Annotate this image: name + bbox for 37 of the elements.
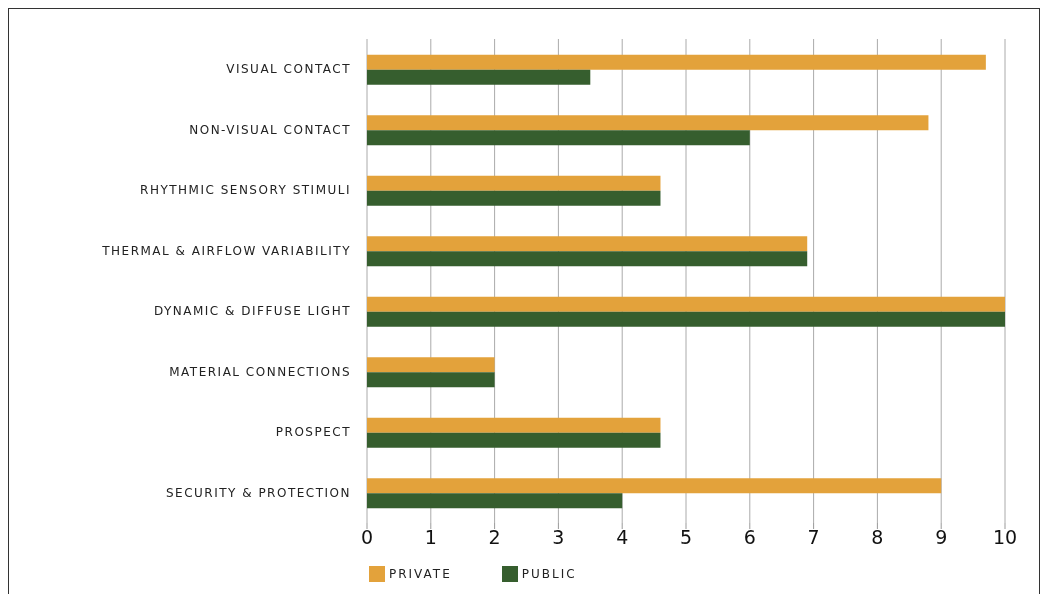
y-tick-label: PROSPECT — [275, 425, 351, 440]
x-tick-label: 0 — [360, 526, 374, 549]
bar — [367, 372, 495, 388]
bar — [367, 493, 623, 509]
y-tick-label: RHYTHMIC SENSORY STIMULI — [140, 183, 351, 198]
x-tick-label: 7 — [807, 526, 820, 549]
x-tick-label: 8 — [871, 526, 884, 549]
legend-label: PUBLIC — [521, 567, 577, 581]
y-tick-label: VISUAL CONTACT — [226, 62, 351, 77]
bar — [367, 432, 661, 448]
x-tick-label: 5 — [679, 526, 693, 549]
bar — [367, 115, 929, 131]
bar — [367, 130, 750, 146]
x-tick-label: 6 — [743, 526, 756, 549]
x-tick-label: 1 — [424, 526, 437, 549]
y-tick-label: DYNAMIC & DIFFUSE LIGHT — [153, 304, 351, 319]
y-tick-label: THERMAL & AIRFLOW VARIABILITY — [101, 243, 351, 258]
bar — [367, 251, 808, 267]
x-tick-label: 2 — [488, 526, 501, 549]
bar — [367, 296, 1005, 312]
x-tick-label: 3 — [552, 526, 565, 549]
x-tick-label: 4 — [616, 526, 629, 549]
y-tick-label: MATERIAL CONNECTIONS — [169, 364, 351, 379]
y-tick-label: NON-VISUAL CONTACT — [189, 122, 351, 137]
x-tick-label: 9 — [935, 526, 948, 549]
bar — [367, 311, 1005, 327]
bar — [367, 478, 942, 494]
bar — [367, 417, 661, 433]
bar — [367, 190, 661, 206]
legend-label: PRIVATE — [389, 567, 452, 581]
bar — [367, 69, 591, 85]
x-tick-label: 10 — [992, 526, 1018, 549]
y-tick-label: SECURITY & PROTECTION — [166, 485, 351, 500]
bar — [367, 175, 661, 191]
bar — [367, 54, 986, 70]
bar — [367, 236, 808, 252]
bar — [367, 357, 495, 373]
